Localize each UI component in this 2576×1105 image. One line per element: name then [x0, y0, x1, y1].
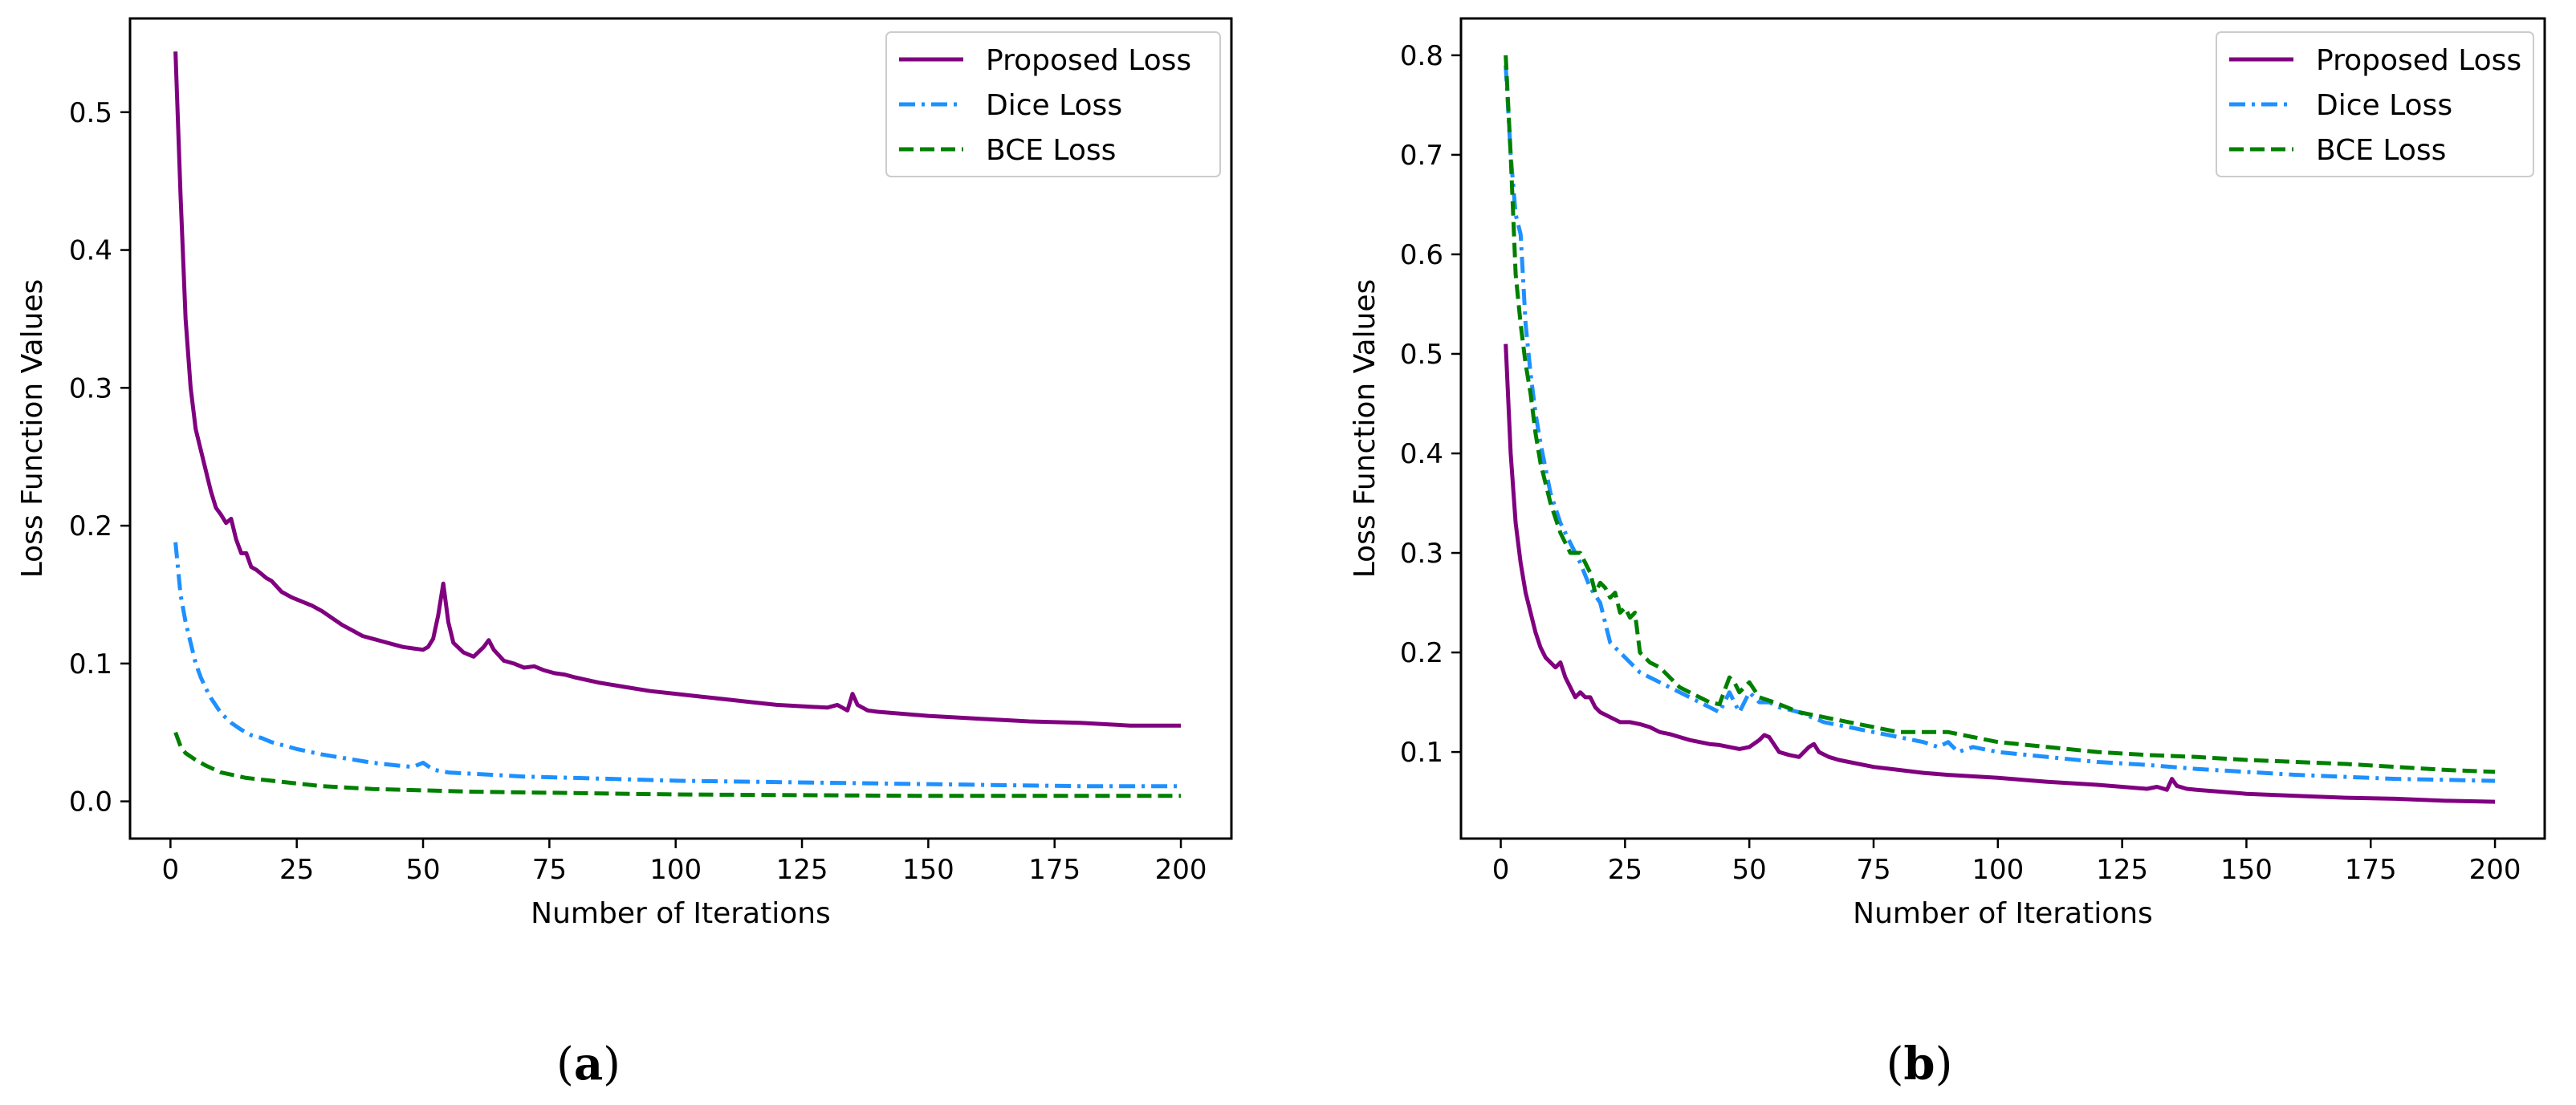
y-tick-label: 0.5: [69, 97, 112, 129]
x-tick-label: 50: [405, 854, 440, 886]
plot-area-a: [128, 17, 1233, 840]
legend-a: Proposed Loss Dice Loss BCE Loss: [885, 31, 1221, 177]
plot-area-b: [1459, 17, 2546, 840]
caption-a: (a): [556, 1038, 621, 1091]
y-tick-label: 0.0: [69, 786, 112, 819]
x-tick-label: 150: [2220, 854, 2273, 886]
y-axis-label-a: Loss Function Values: [16, 279, 49, 579]
legend-label: Dice Loss: [986, 89, 1122, 122]
y-tick-label: 0.7: [1400, 140, 1443, 172]
caption-b: (b): [1886, 1038, 1953, 1091]
y-tick-label: 0.4: [69, 235, 112, 267]
x-tick-label: 25: [279, 854, 314, 886]
y-tick-label: 0.2: [1400, 637, 1443, 669]
x-tick-label: 125: [776, 854, 828, 886]
y-tick-label: 0.1: [1400, 737, 1443, 769]
series-line-dice-loss: [173, 542, 1182, 789]
legend-label: Proposed Loss: [986, 44, 1191, 77]
legend-label: Proposed Loss: [2316, 44, 2521, 77]
y-tick-label: 0.4: [1400, 438, 1443, 470]
legend-label: BCE Loss: [2316, 134, 2446, 167]
x-tick-label: 100: [649, 854, 702, 886]
x-tick-label: 175: [1028, 854, 1080, 886]
caption-b-letter: b: [1903, 1038, 1935, 1091]
legend-box: [2216, 31, 2534, 177]
chart-panel-b: 0 25 50 75 100 125 150 175 200 0.1 0.2 0.3 0.4 0.5 0.6…: [1349, 17, 2546, 930]
y-tick-label: 0.6: [1400, 239, 1443, 271]
chart-panel-a: 0 25 50 75 100 125 150 175 200 0.0 0.1 0.2 0.3 0.4 0.5…: [16, 17, 1233, 930]
series-line-proposed-loss: [1504, 343, 2496, 804]
x-tick-label: 50: [1732, 854, 1767, 886]
series-line-dice-loss: [1504, 65, 2496, 783]
x-tick-label: 100: [1972, 854, 2024, 886]
series-line-proposed-loss: [173, 51, 1182, 728]
x-axis-label-a: Number of Iterations: [531, 897, 831, 930]
x-tick-label: 150: [902, 854, 954, 886]
x-tick-label: 200: [2469, 854, 2521, 886]
x-tick-label: 75: [1856, 854, 1890, 886]
legend-b: Proposed Loss Dice Loss BCE Loss: [2216, 31, 2534, 177]
y-tick-label: 0.8: [1400, 40, 1443, 72]
x-axis-label-b: Number of Iterations: [1853, 897, 2153, 930]
x-tick-label: 125: [2096, 854, 2148, 886]
series-line-bce-loss: [173, 731, 1182, 798]
y-tick-label: 0.3: [69, 372, 112, 404]
x-tick-label: 75: [532, 854, 567, 886]
legend-label: Dice Loss: [2316, 89, 2452, 122]
x-tick-label: 175: [2345, 854, 2397, 886]
x-tick-label: 200: [1155, 854, 1207, 886]
x-tick-label: 25: [1608, 854, 1642, 886]
x-tick-label: 0: [1492, 854, 1510, 886]
legend-label: BCE Loss: [986, 134, 1116, 167]
y-tick-label: 0.2: [69, 510, 112, 542]
caption-a-letter: a: [574, 1038, 603, 1091]
legend-box: [885, 31, 1221, 177]
series-line-bce-loss: [1504, 55, 2496, 774]
y-tick-label: 0.1: [69, 648, 112, 680]
y-axis-label-b: Loss Function Values: [1349, 279, 1382, 579]
y-tick-label: 0.5: [1400, 339, 1443, 371]
y-tick-label: 0.3: [1400, 538, 1443, 570]
x-tick-label: 0: [162, 854, 180, 886]
